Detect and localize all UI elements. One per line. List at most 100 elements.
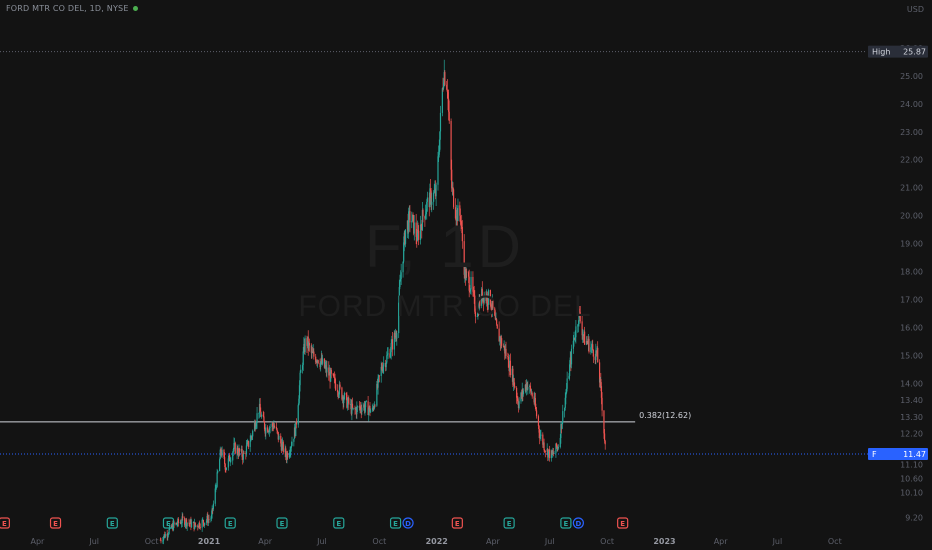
- candle-body: [258, 403, 261, 413]
- x-tick-label: Oct: [372, 537, 386, 546]
- dividend-marker-label: D: [575, 520, 581, 528]
- candle-body: [584, 331, 586, 345]
- candle-body: [338, 394, 340, 396]
- candle-body: [557, 447, 559, 449]
- candle-body: [566, 378, 568, 389]
- candle-body: [311, 351, 314, 353]
- candle-body: [474, 311, 477, 317]
- candle-body: [208, 519, 210, 520]
- candle-body: [267, 427, 269, 433]
- candle-body: [255, 423, 258, 427]
- candle-body: [355, 408, 357, 415]
- candle-body: [233, 443, 235, 450]
- candle-body: [202, 519, 204, 521]
- candle-body: [282, 442, 284, 453]
- candle-body: [454, 207, 457, 219]
- candle-body: [459, 215, 462, 222]
- candle-body: [242, 456, 244, 460]
- candle-body: [166, 533, 168, 537]
- earnings-marker-label: E: [228, 520, 233, 528]
- candle-body: [194, 522, 196, 530]
- candle-body: [381, 366, 383, 369]
- candle-body: [540, 434, 542, 436]
- candle-body: [356, 406, 359, 408]
- earnings-marker: [0, 517, 10, 529]
- candle-body: [548, 449, 550, 452]
- candle-body: [315, 356, 317, 363]
- candle-body: [446, 89, 448, 93]
- y-tick-label: 23.00: [900, 128, 923, 137]
- candle-body: [404, 229, 407, 244]
- candle-body: [496, 319, 498, 325]
- dividend-marker-label: D: [405, 520, 411, 528]
- candle-body: [316, 361, 318, 363]
- candle-body: [522, 390, 525, 395]
- candle-body: [365, 401, 367, 403]
- candle-body: [324, 366, 326, 368]
- candle-body: [421, 209, 423, 231]
- candle-body: [245, 445, 248, 455]
- candle-body: [477, 305, 479, 317]
- candle-body: [242, 453, 244, 460]
- candle-body: [383, 362, 385, 367]
- candle-body: [268, 427, 271, 432]
- high-price-tag-bg: [868, 45, 928, 58]
- candle-body: [373, 405, 375, 409]
- y-tick-label: 16.00: [900, 323, 923, 332]
- candle-body: [552, 452, 555, 454]
- candle-body: [538, 425, 540, 433]
- candle-body: [204, 522, 206, 526]
- candle-body: [579, 312, 581, 322]
- candle-body: [311, 351, 313, 353]
- candle-body: [291, 441, 293, 446]
- candle-body: [336, 389, 339, 393]
- candle-body: [521, 389, 523, 397]
- current-price-tag-value: 11.47: [903, 450, 926, 459]
- candle-body: [495, 319, 497, 321]
- candle-body: [297, 405, 299, 425]
- candle-body: [442, 88, 444, 90]
- candle-body: [486, 294, 488, 304]
- candle-body: [565, 393, 567, 398]
- candle-body: [504, 348, 506, 354]
- candle-body: [224, 457, 226, 464]
- x-tick-label: Apr: [31, 537, 46, 546]
- candle-body: [276, 428, 278, 431]
- candle-body: [575, 326, 577, 338]
- candle-body: [464, 268, 466, 275]
- candle-body: [220, 451, 223, 456]
- candle-body: [206, 515, 208, 521]
- candle-body: [594, 356, 596, 360]
- candle-body: [569, 357, 571, 365]
- candle-body: [560, 424, 563, 429]
- candle-body: [443, 82, 445, 89]
- candle-body: [600, 379, 602, 387]
- candle-body: [373, 407, 375, 409]
- candle-body: [355, 408, 357, 410]
- currency-label: USD: [906, 5, 924, 14]
- candle-body: [363, 404, 365, 408]
- candle-body: [435, 184, 437, 197]
- candle-body: [603, 433, 606, 441]
- candle-body: [184, 517, 186, 526]
- candle-body: [578, 308, 580, 325]
- candle-body: [207, 515, 209, 523]
- candle-body: [439, 112, 442, 132]
- candle-body: [537, 416, 540, 426]
- candle-body: [350, 404, 352, 414]
- candle-body: [316, 360, 319, 363]
- candle-body: [460, 221, 462, 225]
- candle-body: [492, 300, 494, 309]
- candle-body: [342, 396, 344, 404]
- candle-body: [272, 423, 274, 427]
- earnings-marker-label: E: [110, 520, 115, 528]
- candle-body: [319, 362, 321, 367]
- candle-body: [564, 397, 566, 408]
- x-tick-label: Jul: [88, 537, 99, 546]
- candle-body: [404, 232, 406, 244]
- candle-body: [564, 407, 566, 412]
- candle-body: [428, 197, 430, 208]
- candle-body: [263, 416, 265, 422]
- candle-body: [328, 367, 330, 376]
